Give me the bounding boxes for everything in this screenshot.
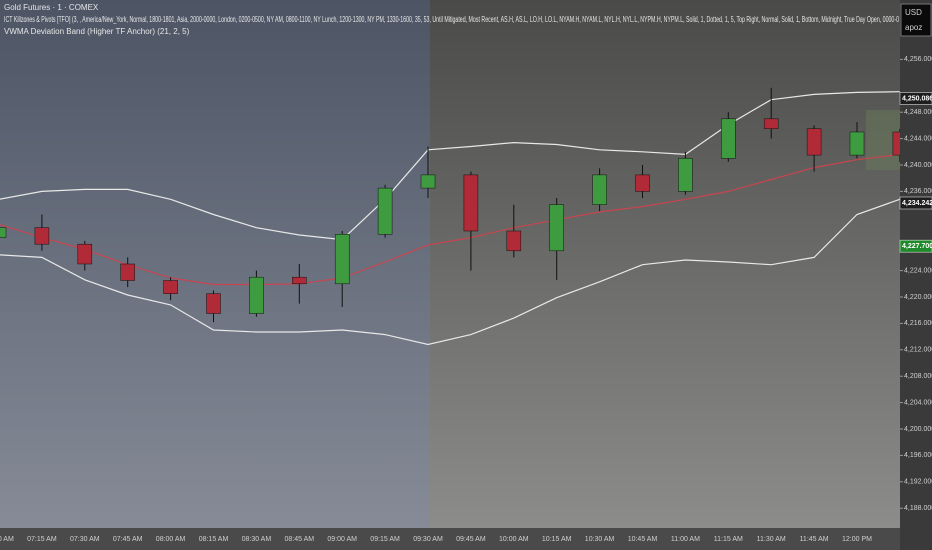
candle-body (77, 243, 93, 265)
session-bg (0, 0, 430, 528)
candle-body (34, 227, 50, 245)
band-line (0, 198, 900, 346)
candle-body (163, 280, 178, 294)
x-tick-label: 09:45 AM (456, 536, 486, 543)
x-tick-label: 07:45 AM (113, 536, 143, 543)
x-tick-label: 11:15 AM (714, 536, 743, 543)
y-tick-label: 4,196.0000 (904, 452, 932, 459)
x-tick-label: 08:15 AM (199, 536, 229, 543)
candle-body (420, 174, 436, 189)
x-tick-label: 10:45 AM (628, 536, 658, 543)
band-line (0, 91, 900, 241)
price-badge (899, 196, 932, 210)
candle-body (892, 131, 900, 156)
candle-body (206, 293, 221, 314)
x-tick-label: 10:00 AM (499, 536, 529, 543)
y-tick-label: 4,188.0000 (904, 505, 932, 512)
x-tick-label: 07:15 AM (27, 536, 57, 543)
y-tick-label: 4,200.0000 (904, 426, 932, 433)
candle-body (377, 187, 393, 235)
band-line (0, 153, 900, 286)
y-tick-label: 4,220.0000 (904, 294, 932, 301)
y-tick-label: 4,216.0000 (904, 320, 932, 327)
x-tick-label: 08:30 AM (242, 536, 272, 543)
x-tick-label: 10:15 AM (542, 536, 572, 543)
indicator-label: VWMA Deviation Band (Higher TF Anchor) (… (4, 27, 190, 36)
x-axis-bg (0, 528, 900, 550)
session-bg (430, 0, 900, 528)
x-tick-label: 10:30 AM (585, 536, 615, 543)
x-tick-label: 09:15 AM (370, 536, 400, 543)
x-tick-label: 11:00 AM (671, 536, 700, 543)
candle-body (721, 118, 736, 159)
candle-body (292, 276, 307, 285)
y-tick-label: 4,256.0000 (904, 56, 932, 63)
x-tick-label: 08:00 AM (156, 536, 186, 543)
plot (0, 87, 900, 346)
x-tick-label: 08:45 AM (285, 536, 315, 543)
candle-body (463, 174, 479, 232)
candle-body (549, 204, 564, 252)
x-tick-label: 09:00 AM (327, 536, 357, 543)
account: apoz (905, 23, 922, 32)
x-tick-label: 12:00 PM (842, 536, 872, 543)
y-tick-label: 4,192.0000 (904, 479, 932, 486)
price-badge-label: 4,227.7000 (902, 243, 932, 250)
y-tick-label: 4,212.0000 (904, 347, 932, 354)
price-badge-label: 4,234.2429 (902, 200, 932, 207)
candle-body (120, 263, 135, 281)
chart-title: Gold Futures · 1 · COMEX (4, 3, 99, 12)
candle-body (849, 131, 865, 156)
y-axis-bg (900, 0, 932, 550)
x-tick-label: 09:30 AM (413, 536, 443, 543)
candle-body (334, 234, 350, 285)
y-tick-label: 4,224.0000 (904, 267, 932, 274)
candle-body (763, 118, 779, 129)
x-tick-label: 07:00 AM (0, 536, 14, 543)
y-tick-label: 4,244.0000 (904, 135, 932, 142)
candle-body (0, 227, 7, 238)
candle-body (592, 174, 607, 205)
candle-body (806, 128, 822, 156)
price-badge (899, 239, 932, 253)
x-tick-label: 11:45 AM (800, 536, 829, 543)
indicator-label: ICT Killzones & Pivots [TFO] (3, , Ameri… (4, 15, 899, 24)
y-tick-label: 4,248.0000 (904, 109, 932, 116)
y-tick-label: 4,240.0000 (904, 162, 932, 169)
y-tick-label: 4,204.0000 (904, 399, 932, 406)
currency: USD (905, 8, 922, 17)
x-tick-label: 11:30 AM (757, 536, 786, 543)
candle-body (249, 276, 264, 314)
candle-body (678, 158, 693, 192)
candle-body (635, 174, 650, 192)
candle-body (506, 230, 522, 252)
currency-box[interactable] (900, 3, 932, 37)
price-badge (899, 92, 932, 105)
y-tick-label: 4,236.0000 (904, 188, 932, 195)
x-tick-label: 07:30 AM (70, 536, 100, 543)
y-tick-label: 4,208.0000 (904, 373, 932, 380)
price-badge-label: 4,250.0869 (902, 95, 932, 102)
